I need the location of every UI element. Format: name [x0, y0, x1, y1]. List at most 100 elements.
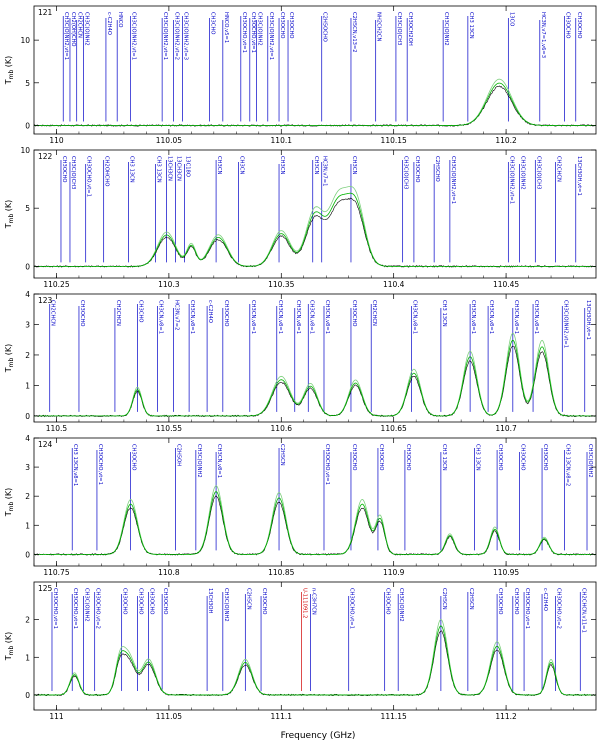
line-label: CH3C(O)NH2,vt=2: [173, 12, 179, 60]
line-label: c-C2H4O: [207, 300, 213, 323]
line-label: CH3C(O)NH2,vt=1: [162, 12, 168, 60]
line-label: CH3OCHO,vt=1: [349, 588, 355, 629]
line-label: CH3C(O)NH2,vt=1: [268, 12, 274, 60]
line-label: CH3OCHO: [385, 588, 391, 615]
x-axis: 110.25 110.3 110.35 110.4 110.45: [33, 150, 574, 289]
line-label: HC3N,v7=1: [322, 156, 328, 186]
x-tick-label: 110.3: [158, 280, 180, 289]
line-label: CH3CN: [216, 156, 222, 174]
x-tick-label: 110.15: [381, 136, 407, 145]
line-label: C2H5CN: [441, 588, 447, 610]
line-label: HC3N,v7=1,v6=3: [540, 12, 546, 58]
x-tick-label: 110.25: [43, 280, 69, 289]
line-label: CH3C(O)NH2: [196, 444, 202, 478]
line-label: CH3OCHO: [122, 588, 128, 615]
line-label: CH3OCHO,vt=1: [524, 588, 530, 629]
line-label: CH3OCHO: [414, 156, 420, 183]
line-label: CH3OCHO: [261, 588, 267, 615]
y-axis: 0 5 10: [20, 146, 596, 271]
panels-group: CH3C(O)NH2,vt=1 CH2(OH)CHO CH2CHCN CH3C(O)N…: [4, 5, 597, 721]
panel-frame: [33, 5, 597, 135]
x-axis: 110.5 110.55 110.6 110.65 110.7: [33, 294, 574, 433]
y-axis-label: Tmb (K): [4, 632, 15, 662]
x-axis: 111 111.05 111.1 111.15 111.2: [33, 582, 574, 721]
model-partial-series: [34, 618, 596, 696]
line-markers: CH3OCHO CH3C(O)CH3 CH3OCHO,vt=1 CH2OHCHO CH3…: [60, 156, 582, 263]
y-tick-label: 0: [25, 412, 30, 421]
line-label: CH3OCHO: [497, 444, 503, 471]
line-label: CH3OCHO,vt=1: [324, 444, 330, 485]
line-label: CH2(OH)CHO: [70, 12, 76, 46]
line-label: CH3OCHO: [576, 12, 582, 39]
line-label: CH3OCHO,vt=1: [52, 588, 58, 629]
y-tick-label: 1: [25, 381, 30, 390]
line-label: U-111091.2: [302, 588, 308, 618]
line-label: CH3 13CN: [468, 12, 474, 39]
panel-frame: [33, 293, 597, 423]
x-tick-label: 110.5: [46, 424, 68, 433]
line-label: CH3OCHO: [149, 588, 155, 615]
model-total-series: [34, 82, 596, 126]
line-label: CH3 13CN: [441, 300, 447, 327]
line-label: CH3OCHO: [61, 156, 67, 183]
line-label: CH3CN,v8=1: [533, 300, 539, 334]
line-label: CH3CN,v8=1: [295, 300, 301, 334]
x-tick-label: 110.8: [158, 568, 180, 577]
line-label: c-C2H4O: [542, 588, 548, 611]
line-label: CH3OCH2OH: [407, 12, 413, 46]
line-label: CH3C(O)NH2: [83, 588, 89, 622]
observed-series: [34, 345, 596, 418]
model-partial-series: [34, 78, 596, 126]
model-total-series: [34, 339, 596, 417]
x-axis: 110.75 110.8 110.85 110.9 110.95: [33, 438, 574, 577]
line-label: CH3OCHO: [223, 300, 229, 327]
observed-series: [34, 495, 596, 556]
line-label: 13C18O: [185, 156, 191, 177]
panel-frame: [33, 437, 597, 567]
y-axis-label: Tmb (K): [4, 344, 15, 374]
line-label: NH2CH2CN: [376, 12, 382, 42]
line-label: 13CH3CN: [176, 156, 182, 181]
y-tick-label: 2: [25, 616, 30, 625]
line-label: CH3C(O)CH3: [403, 156, 409, 189]
line-label: CH3OCHO,vt=1: [97, 444, 103, 485]
line-markers: CH2CHCN CH3OCHO CH2CHCN CH3CHO CH3CN,v8=1 HC3…: [49, 300, 591, 412]
line-label: CH3 13CN,v8=2: [565, 444, 571, 486]
y-axis-label: Tmb (K): [4, 200, 15, 230]
line-label: CH3CN,v8=1: [158, 300, 164, 334]
spectrum-curves: [34, 485, 596, 556]
y-tick-label: 0: [25, 121, 30, 130]
line-label: CH3C(O)NH2: [257, 12, 263, 46]
x-axis: 110 110.05 110.1 110.15 110.2: [33, 6, 574, 145]
y-tick-label: 4: [25, 434, 30, 443]
line-label: CH3C(O)NH2: [587, 444, 593, 478]
line-label: n-C3H7CN: [311, 588, 317, 615]
line-label: CH3OCHO: [565, 12, 571, 39]
line-label: CH3CN,v8=1: [250, 300, 256, 334]
line-label: CH3OCHO: [405, 444, 411, 471]
x-tick-label: 111.05: [156, 712, 182, 721]
line-label: CH3CN,v8=1: [216, 444, 222, 478]
line-label: CH3CHO: [209, 12, 215, 34]
line-label: C2H5CN: [245, 588, 251, 610]
panel-number: 125: [38, 584, 53, 593]
x-tick-label: 110.9: [383, 568, 405, 577]
y-tick-label: 3: [25, 320, 30, 329]
panel-number: 124: [38, 440, 53, 449]
line-label: CH2CHCN: [556, 156, 562, 182]
line-label: HNCO: [117, 12, 123, 28]
line-label: CH3OCHO: [513, 588, 519, 615]
x-tick-label: 110.75: [43, 568, 69, 577]
x-tick-label: 110.2: [495, 136, 517, 145]
line-label: CH3C(O)NH2: [520, 156, 526, 190]
y-tick-label: 2: [25, 492, 30, 501]
line-label: CH3C(O)NH2: [398, 588, 404, 622]
y-tick-label: 5: [25, 79, 30, 88]
line-label: CH3C(O)NH2,vt=1: [131, 12, 137, 60]
line-label: 13CH3OH: [207, 588, 213, 614]
y-axis-label: Tmb (K): [4, 56, 15, 86]
x-tick-label: 110.7: [495, 424, 517, 433]
model-partial-series: [34, 332, 596, 417]
line-label: CH3CN,v8=1: [189, 300, 195, 334]
